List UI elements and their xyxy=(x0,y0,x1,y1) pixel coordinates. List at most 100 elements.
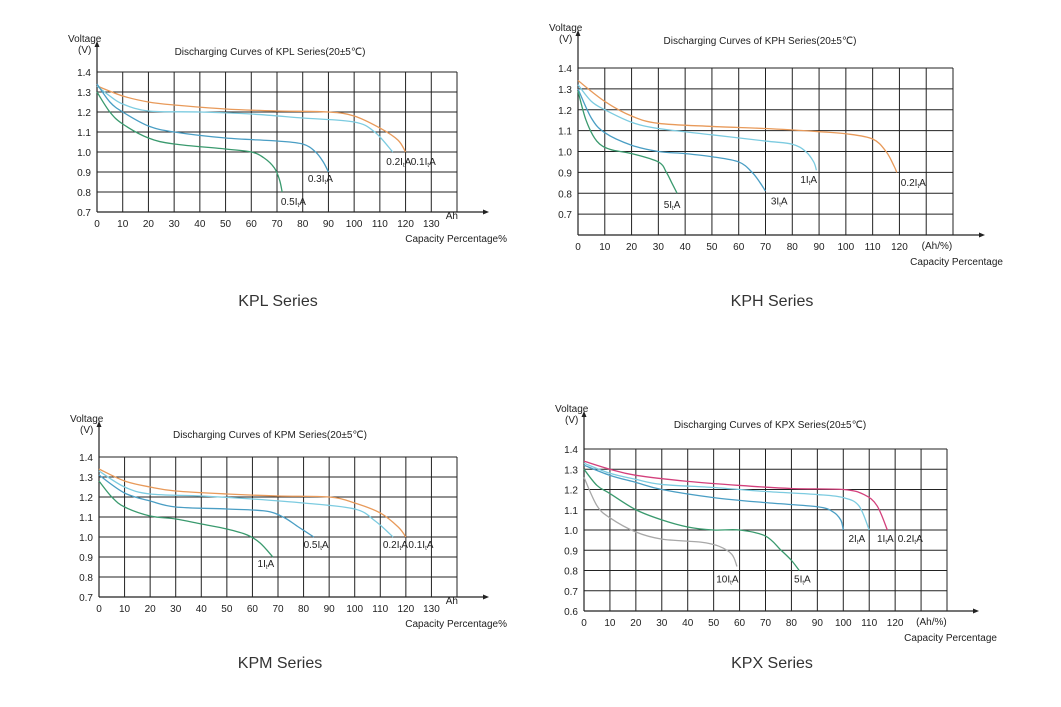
x-tick-label: 110 xyxy=(865,242,881,253)
x-axis-unit: (Ah/%) xyxy=(916,617,947,628)
y-tick-label: 1.2 xyxy=(77,108,91,119)
y-tick-label: 1.3 xyxy=(77,88,91,99)
series-caption: KPH Series xyxy=(730,293,814,310)
series-label: 1ItA xyxy=(877,534,894,546)
x-tick-label: 110 xyxy=(372,219,388,230)
x-tick-label: 40 xyxy=(196,604,208,615)
chart-title: Discharging Curves of KPM Series(20±5℃) xyxy=(173,430,367,441)
x-tick-label: 80 xyxy=(298,604,310,615)
x-tick-label: 60 xyxy=(247,604,259,615)
series-line xyxy=(96,85,407,153)
x-tick-label: 50 xyxy=(220,219,232,230)
series-line xyxy=(98,470,394,538)
y-tick-label: 0.8 xyxy=(564,567,578,578)
y-tick-label: 0.9 xyxy=(564,546,578,557)
y-axis-label: Voltage xyxy=(70,414,104,425)
x-tick-label: 70 xyxy=(271,219,283,230)
series-line xyxy=(577,80,898,173)
series-label: 5ItA xyxy=(664,200,681,212)
x-tick-label: 20 xyxy=(145,604,157,615)
y-tick-label: 0.8 xyxy=(79,573,93,584)
x-axis-unit: Ah xyxy=(446,596,458,607)
y-tick-label: 1.1 xyxy=(79,513,93,524)
y-tick-label: 0.9 xyxy=(79,553,93,564)
series-label: 3ItA xyxy=(771,197,788,209)
x-axis-label: Capacity Percentage% xyxy=(405,619,507,630)
series-label: 0.5ItA xyxy=(304,540,329,552)
x-tick-label: 100 xyxy=(838,242,855,253)
x-tick-label: 30 xyxy=(169,219,181,230)
series-caption: KPX Series xyxy=(731,655,813,672)
x-tick-label: 40 xyxy=(194,219,206,230)
x-tick-label: 0 xyxy=(575,242,581,253)
series-line xyxy=(98,480,274,558)
x-tick-label: 20 xyxy=(143,219,155,230)
x-tick-label: 0 xyxy=(581,618,587,629)
y-tick-label: 1.0 xyxy=(564,526,578,537)
chart-title: Discharging Curves of KPH Series(20±5℃) xyxy=(664,36,857,47)
y-tick-label: 0.7 xyxy=(564,587,578,598)
x-tick-label: 120 xyxy=(887,618,904,629)
y-axis-label: Voltage xyxy=(68,34,102,45)
series-label: 0.5ItA xyxy=(281,197,306,209)
y-axis-arrow xyxy=(96,421,102,427)
x-tick-label: 0 xyxy=(94,219,100,230)
x-axis-arrow xyxy=(973,608,979,614)
series-label: 1ItA xyxy=(258,559,275,571)
x-tick-label: 80 xyxy=(786,618,798,629)
y-tick-label: 1.2 xyxy=(558,106,572,117)
chart-kpl-series: 0 10 20 30 40 50 60 70 80 90 100 110 120 130 0.7 0.8 0.9… xyxy=(68,34,507,245)
series-caption: KPM Series xyxy=(237,655,323,672)
x-tick-label: 50 xyxy=(706,242,718,253)
series-line xyxy=(577,88,767,192)
x-tick-label: 130 xyxy=(423,219,440,230)
y-tick-label: 1.2 xyxy=(564,486,578,497)
y-tick-label: 1.4 xyxy=(558,64,572,75)
x-tick-label: 20 xyxy=(626,242,638,253)
y-tick-label: 0.8 xyxy=(558,189,572,200)
x-tick-label: 100 xyxy=(346,604,363,615)
series-label: 0.3ItA xyxy=(308,174,333,186)
series-label: 0.2ItA xyxy=(386,157,411,169)
y-tick-label: 1.4 xyxy=(79,453,93,464)
y-axis-unit: (V) xyxy=(565,415,578,426)
x-tick-label: 30 xyxy=(170,604,182,615)
y-axis-unit: (V) xyxy=(78,45,91,56)
chart-kpx-series: 0 10 20 30 40 50 60 70 80 90 100 110 120 0.6 0.7 0.8 0.9… xyxy=(555,404,997,644)
y-tick-label: 1.2 xyxy=(79,493,93,504)
x-tick-label: 10 xyxy=(119,604,131,615)
x-tick-label: 40 xyxy=(682,618,694,629)
x-axis-unit: (Ah/%) xyxy=(922,241,953,252)
x-tick-label: 120 xyxy=(398,604,415,615)
series-label: 0.2ItA xyxy=(383,540,408,552)
x-tick-label: 70 xyxy=(272,604,284,615)
y-axis-unit: (V) xyxy=(559,34,572,45)
x-tick-label: 110 xyxy=(372,604,388,615)
x-tick-label: 70 xyxy=(760,618,772,629)
series-caption: KPL Series xyxy=(238,293,318,310)
y-tick-label: 1.1 xyxy=(77,128,91,139)
y-tick-label: 1.3 xyxy=(564,465,578,476)
series-line xyxy=(577,90,678,194)
chart-kpm-series: 0 10 20 30 40 50 60 70 80 90 100 110 120 130 0.7 0.8 0.9… xyxy=(70,414,507,630)
x-tick-label: 0 xyxy=(96,604,102,615)
series-label: 0.1ItA xyxy=(408,540,433,552)
y-axis-arrow xyxy=(94,41,100,47)
x-tick-label: 20 xyxy=(630,618,642,629)
x-tick-label: 60 xyxy=(733,242,745,253)
series-label: 2ItA xyxy=(848,534,865,546)
x-tick-label: 10 xyxy=(604,618,616,629)
y-tick-label: 1.4 xyxy=(77,68,91,79)
y-tick-label: 1.1 xyxy=(558,127,572,138)
x-tick-label: 100 xyxy=(835,618,852,629)
x-axis-arrow xyxy=(483,594,489,600)
chart-title: Discharging Curves of KPL Series(20±5℃) xyxy=(175,47,366,58)
x-axis-unit: Ah xyxy=(446,211,458,222)
x-tick-label: 10 xyxy=(117,219,129,230)
x-tick-label: 60 xyxy=(246,219,258,230)
x-tick-label: 70 xyxy=(760,242,772,253)
series-line xyxy=(96,85,394,153)
x-tick-label: 50 xyxy=(221,604,233,615)
x-axis-label: Capacity Percentage xyxy=(910,257,1003,268)
y-tick-label: 1.0 xyxy=(558,148,572,159)
